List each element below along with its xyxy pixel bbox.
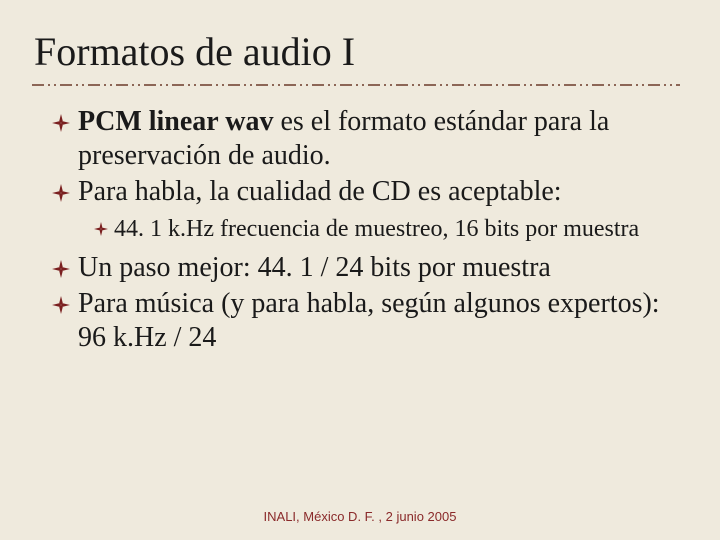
bullet-item: Para música (y para habla, según algunos…: [52, 287, 682, 355]
bullet-bold-lead: PCM linear wav: [78, 106, 273, 137]
slide-content: PCM linear wav es el formato estándar pa…: [38, 105, 682, 355]
bullet-text: PCM linear wav es el formato estándar pa…: [78, 105, 682, 173]
title-divider: [32, 83, 680, 87]
burst-icon: [52, 260, 70, 278]
burst-icon: [52, 114, 70, 132]
sub-bullet-group: 44. 1 k.Hz frecuencia de muestreo, 16 bi…: [52, 215, 682, 244]
bullet-item: Para habla, la cualidad de CD es aceptab…: [52, 175, 682, 209]
sub-bullet-item: 44. 1 k.Hz frecuencia de muestreo, 16 bi…: [94, 215, 682, 244]
bullet-item: PCM linear wav es el formato estándar pa…: [52, 105, 682, 173]
burst-icon: [52, 296, 70, 314]
burst-icon: [94, 222, 108, 236]
bullet-text: Para habla, la cualidad de CD es aceptab…: [78, 175, 562, 209]
slide-footer: INALI, México D. F. , 2 junio 2005: [0, 509, 720, 524]
slide: Formatos de audio I PCM linear wav es el: [0, 0, 720, 540]
burst-icon: [52, 184, 70, 202]
slide-title: Formatos de audio I: [34, 28, 682, 75]
sub-bullet-text: 44. 1 k.Hz frecuencia de muestreo, 16 bi…: [114, 215, 639, 244]
bullet-text: Un paso mejor: 44. 1 / 24 bits por muest…: [78, 251, 551, 285]
bullet-item: Un paso mejor: 44. 1 / 24 bits por muest…: [52, 251, 682, 285]
bullet-text: Para música (y para habla, según algunos…: [78, 287, 682, 355]
